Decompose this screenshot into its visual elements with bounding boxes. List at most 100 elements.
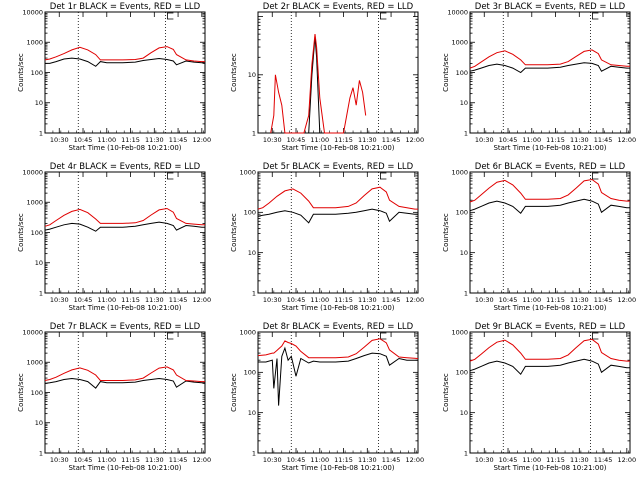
- events-series-line: [469, 62, 630, 74]
- y-axis-label: Counts/sec: [230, 53, 238, 92]
- x-tick-label: 11:00: [522, 296, 541, 304]
- x-tick-label: 10:30: [50, 456, 69, 464]
- x-axis-label: Start Time (10-Feb-08 10:21:00): [493, 144, 606, 152]
- plot-frame: [44, 11, 206, 134]
- detector-panel: Det 2r BLACK = Events, RED = LLD 1 10 10:30…: [230, 2, 424, 152]
- x-tick-label: 11:45: [594, 456, 613, 464]
- panel-title: Det 7r BLACK = Events, RED = LLD: [50, 322, 201, 332]
- x-tick-label: 11:15: [334, 136, 353, 144]
- x-axis-label: Start Time (10-Feb-08 10:21:00): [68, 144, 181, 152]
- lld-series-line: [44, 366, 205, 383]
- y-axis-label: Counts/sec: [17, 213, 25, 252]
- detector-panel: Det 6r BLACK = Events, RED = LLD 1 10 100 10…: [442, 162, 636, 312]
- y-tick-label: 10: [460, 249, 468, 257]
- interval-bracket: [591, 172, 599, 180]
- x-tick-label: 11:00: [97, 136, 116, 144]
- x-tick-label: 11:15: [121, 456, 140, 464]
- y-axis-label: Counts/sec: [230, 373, 238, 412]
- x-tick-label: 11:30: [570, 136, 589, 144]
- y-tick-label: 1: [464, 449, 468, 457]
- y-tick-label: 10: [35, 259, 43, 267]
- lld-series-line: [469, 49, 630, 69]
- x-tick-label: 10:30: [263, 136, 282, 144]
- x-tick-label: 10:45: [499, 136, 518, 144]
- x-tick-label: 11:30: [358, 296, 377, 304]
- y-axis-label: Counts/sec: [442, 53, 450, 92]
- x-tick-label: 11:00: [310, 136, 329, 144]
- x-tick-label: 10:30: [263, 456, 282, 464]
- x-tick-label: 12:00: [405, 456, 424, 464]
- x-axis-label: Start Time (10-Feb-08 10:21:00): [68, 464, 181, 472]
- lld-series-line: [469, 338, 630, 362]
- x-tick-label: 11:30: [145, 296, 164, 304]
- y-tick-label: 1000: [239, 168, 256, 176]
- x-tick-label: 10:45: [287, 296, 306, 304]
- y-tick-label: 10: [248, 71, 256, 79]
- interval-bracket: [379, 12, 387, 20]
- x-tick-label: 10:30: [263, 296, 282, 304]
- x-tick-label: 12:00: [192, 136, 211, 144]
- y-tick-label: 1: [39, 289, 43, 297]
- x-tick-label: 11:45: [382, 296, 401, 304]
- plot-frame: [257, 331, 419, 454]
- y-tick-label: 10000: [22, 8, 43, 16]
- panel-title: Det 1r BLACK = Events, RED = LLD: [50, 2, 201, 12]
- y-tick-label: 100: [456, 69, 468, 77]
- y-tick-label: 10: [35, 419, 43, 427]
- detector-panel: Det 3r BLACK = Events, RED = LLD 1 10 100 10…: [442, 2, 636, 152]
- detector-panel: Det 8r BLACK = Events, RED = LLD 1 10 100 10…: [230, 322, 424, 472]
- y-tick-label: 10000: [447, 8, 468, 16]
- x-tick-label: 11:00: [310, 456, 329, 464]
- lld-series-line: [257, 338, 419, 359]
- panel-title: Det 8r BLACK = Events, RED = LLD: [263, 322, 414, 332]
- y-tick-label: 1000: [451, 168, 468, 176]
- plot-frame: [469, 171, 631, 294]
- y-axis-label: Counts/sec: [230, 213, 238, 252]
- y-tick-label: 1000: [451, 328, 468, 336]
- x-axis-label: Start Time (10-Feb-08 10:21:00): [493, 464, 606, 472]
- panel-title: Det 4r BLACK = Events, RED = LLD: [50, 162, 201, 172]
- x-tick-label: 11:45: [382, 456, 401, 464]
- y-tick-label: 100: [456, 209, 468, 217]
- plot-frame: [469, 331, 631, 454]
- y-tick-label: 100: [31, 229, 43, 237]
- x-tick-label: 11:00: [97, 456, 116, 464]
- events-series-line: [270, 36, 366, 134]
- y-tick-label: 1000: [26, 359, 43, 367]
- y-tick-label: 10: [248, 249, 256, 257]
- interval-bracket: [379, 172, 387, 180]
- detector-panel: Det 9r BLACK = Events, RED = LLD 1 10 100 10…: [442, 322, 636, 472]
- plot-frame: [469, 11, 631, 134]
- x-tick-label: 11:15: [546, 136, 565, 144]
- x-tick-label: 10:45: [74, 296, 93, 304]
- x-tick-label: 10:30: [475, 136, 494, 144]
- y-axis-label: Counts/sec: [442, 213, 450, 252]
- y-tick-label: 100: [31, 389, 43, 397]
- y-axis-label: Counts/sec: [442, 373, 450, 412]
- y-tick-label: 1: [39, 129, 43, 137]
- y-axis-label: Counts/sec: [17, 373, 25, 412]
- x-tick-label: 11:30: [570, 456, 589, 464]
- events-series-line: [258, 346, 418, 406]
- interval-bracket: [166, 172, 174, 180]
- x-tick-label: 10:30: [50, 136, 69, 144]
- lld-series-line: [44, 207, 205, 227]
- lld-series-line: [270, 34, 367, 134]
- y-tick-label: 1: [464, 289, 468, 297]
- x-tick-label: 11:15: [546, 296, 565, 304]
- x-tick-label: 12:00: [617, 136, 636, 144]
- x-tick-label: 11:15: [121, 136, 140, 144]
- interval-bracket: [166, 12, 174, 20]
- x-tick-label: 10:45: [74, 456, 93, 464]
- x-tick-label: 10:30: [475, 296, 494, 304]
- x-tick-label: 11:30: [145, 136, 164, 144]
- x-tick-label: 11:45: [382, 136, 401, 144]
- x-tick-label: 10:45: [287, 456, 306, 464]
- panel-title: Det 3r BLACK = Events, RED = LLD: [475, 2, 626, 12]
- x-tick-label: 11:45: [594, 136, 613, 144]
- x-tick-label: 11:00: [97, 296, 116, 304]
- y-tick-label: 1000: [26, 39, 43, 47]
- x-tick-label: 10:30: [475, 456, 494, 464]
- y-tick-label: 1000: [26, 199, 43, 207]
